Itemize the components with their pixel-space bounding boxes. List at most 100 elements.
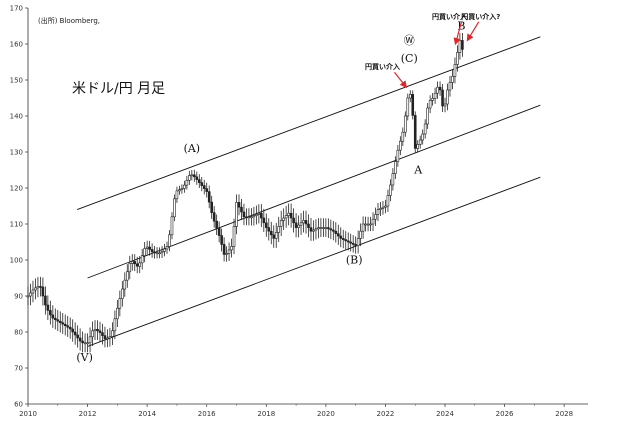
- price-candle: [63, 323, 67, 327]
- price-candle: [364, 223, 367, 226]
- price-candle: [121, 288, 124, 299]
- price-candle: [418, 139, 422, 145]
- price-candle: [91, 330, 94, 338]
- price-candle: [78, 337, 82, 342]
- price-candle: [230, 246, 233, 251]
- price-candle: [145, 246, 149, 249]
- price-candle: [279, 220, 283, 227]
- price-candle: [332, 229, 335, 232]
- price-candle: [250, 216, 253, 219]
- x-tick-label: 2012: [79, 410, 97, 418]
- price-candle: [376, 209, 380, 215]
- price-candle: [130, 261, 134, 264]
- price-candle: [406, 97, 410, 117]
- price-candle: [411, 94, 415, 116]
- wave-label: B: [457, 20, 465, 33]
- price-candle: [98, 330, 102, 333]
- x-tick-label: 2010: [19, 410, 37, 418]
- price-candle: [302, 220, 305, 224]
- price-candle: [200, 182, 204, 186]
- price-candle: [346, 240, 350, 243]
- price-candle: [446, 89, 449, 105]
- price-candle: [322, 227, 325, 229]
- price-candle: [155, 252, 159, 255]
- y-tick-label: 150: [10, 77, 23, 85]
- price-candle: [456, 52, 459, 65]
- price-candle: [128, 263, 132, 273]
- price-candle: [389, 184, 392, 196]
- price-candle: [413, 115, 417, 149]
- price-candle: [428, 100, 432, 109]
- price-candle: [61, 322, 65, 325]
- x-tick-label: 2022: [377, 410, 395, 418]
- price-candle: [309, 227, 313, 232]
- price-candle: [404, 115, 407, 133]
- price-candle: [379, 208, 382, 210]
- price-candle: [344, 239, 348, 242]
- price-candle: [26, 295, 30, 298]
- price-candle: [183, 184, 186, 189]
- price-candle: [123, 279, 127, 290]
- y-tick-label: 90: [14, 293, 23, 301]
- price-candle: [366, 223, 370, 226]
- price-candle: [56, 319, 60, 322]
- price-candle: [76, 334, 79, 339]
- price-candle: [212, 212, 216, 222]
- wave-label: (A): [184, 142, 201, 155]
- price-candle: [336, 233, 340, 237]
- y-tick-label: 160: [10, 41, 23, 49]
- price-candle: [284, 215, 288, 219]
- wave-label: A: [413, 164, 423, 177]
- price-candle: [391, 173, 395, 186]
- price-candle: [185, 180, 189, 186]
- price-candle: [421, 133, 424, 141]
- price-candle: [163, 248, 166, 252]
- price-candle: [113, 318, 117, 332]
- price-candle: [260, 212, 263, 219]
- price-candle: [443, 103, 447, 107]
- price-candle: [41, 286, 45, 297]
- x-tick-label: 2028: [555, 410, 573, 418]
- price-candle: [371, 218, 375, 225]
- price-candle: [237, 202, 241, 208]
- price-candle: [158, 252, 161, 255]
- price-candle: [111, 330, 114, 337]
- channel-line-2: [87, 104, 541, 279]
- wave-label: (V): [76, 351, 93, 364]
- price-candle: [431, 98, 434, 101]
- x-tick-label: 2014: [138, 410, 156, 418]
- price-candle: [222, 244, 226, 255]
- axes: 60 70 80 90 100 110 120 130 140 150 160 170 2010 2012…: [10, 5, 588, 418]
- price-candle: [83, 342, 87, 345]
- price-candle: [255, 214, 258, 216]
- price-candle: [148, 246, 151, 250]
- price-candle: [292, 217, 295, 224]
- channel-line-3: [87, 176, 541, 347]
- x-tick-label: 2018: [257, 410, 275, 418]
- price-candle: [262, 217, 266, 224]
- price-candle: [294, 222, 298, 228]
- price-candle: [438, 86, 442, 91]
- y-tick-label: 60: [14, 401, 23, 409]
- price-candle: [235, 202, 238, 227]
- price-candle: [202, 185, 206, 189]
- price-candle: [289, 212, 293, 219]
- price-candle: [197, 179, 201, 183]
- price-candle: [274, 232, 278, 239]
- price-candle: [361, 223, 365, 232]
- price-candle: [207, 191, 211, 203]
- price-candle: [210, 201, 213, 213]
- price-candle: [34, 287, 37, 291]
- price-candle: [71, 328, 74, 333]
- price-candle: [81, 340, 84, 344]
- price-candle: [252, 215, 256, 218]
- intervention-label: 円買い介入: [365, 62, 400, 71]
- price-candle: [205, 188, 209, 192]
- price-candle: [458, 40, 462, 53]
- price-candle: [299, 222, 303, 226]
- x-tick-label: 2024: [436, 410, 454, 418]
- price-candle: [287, 212, 290, 216]
